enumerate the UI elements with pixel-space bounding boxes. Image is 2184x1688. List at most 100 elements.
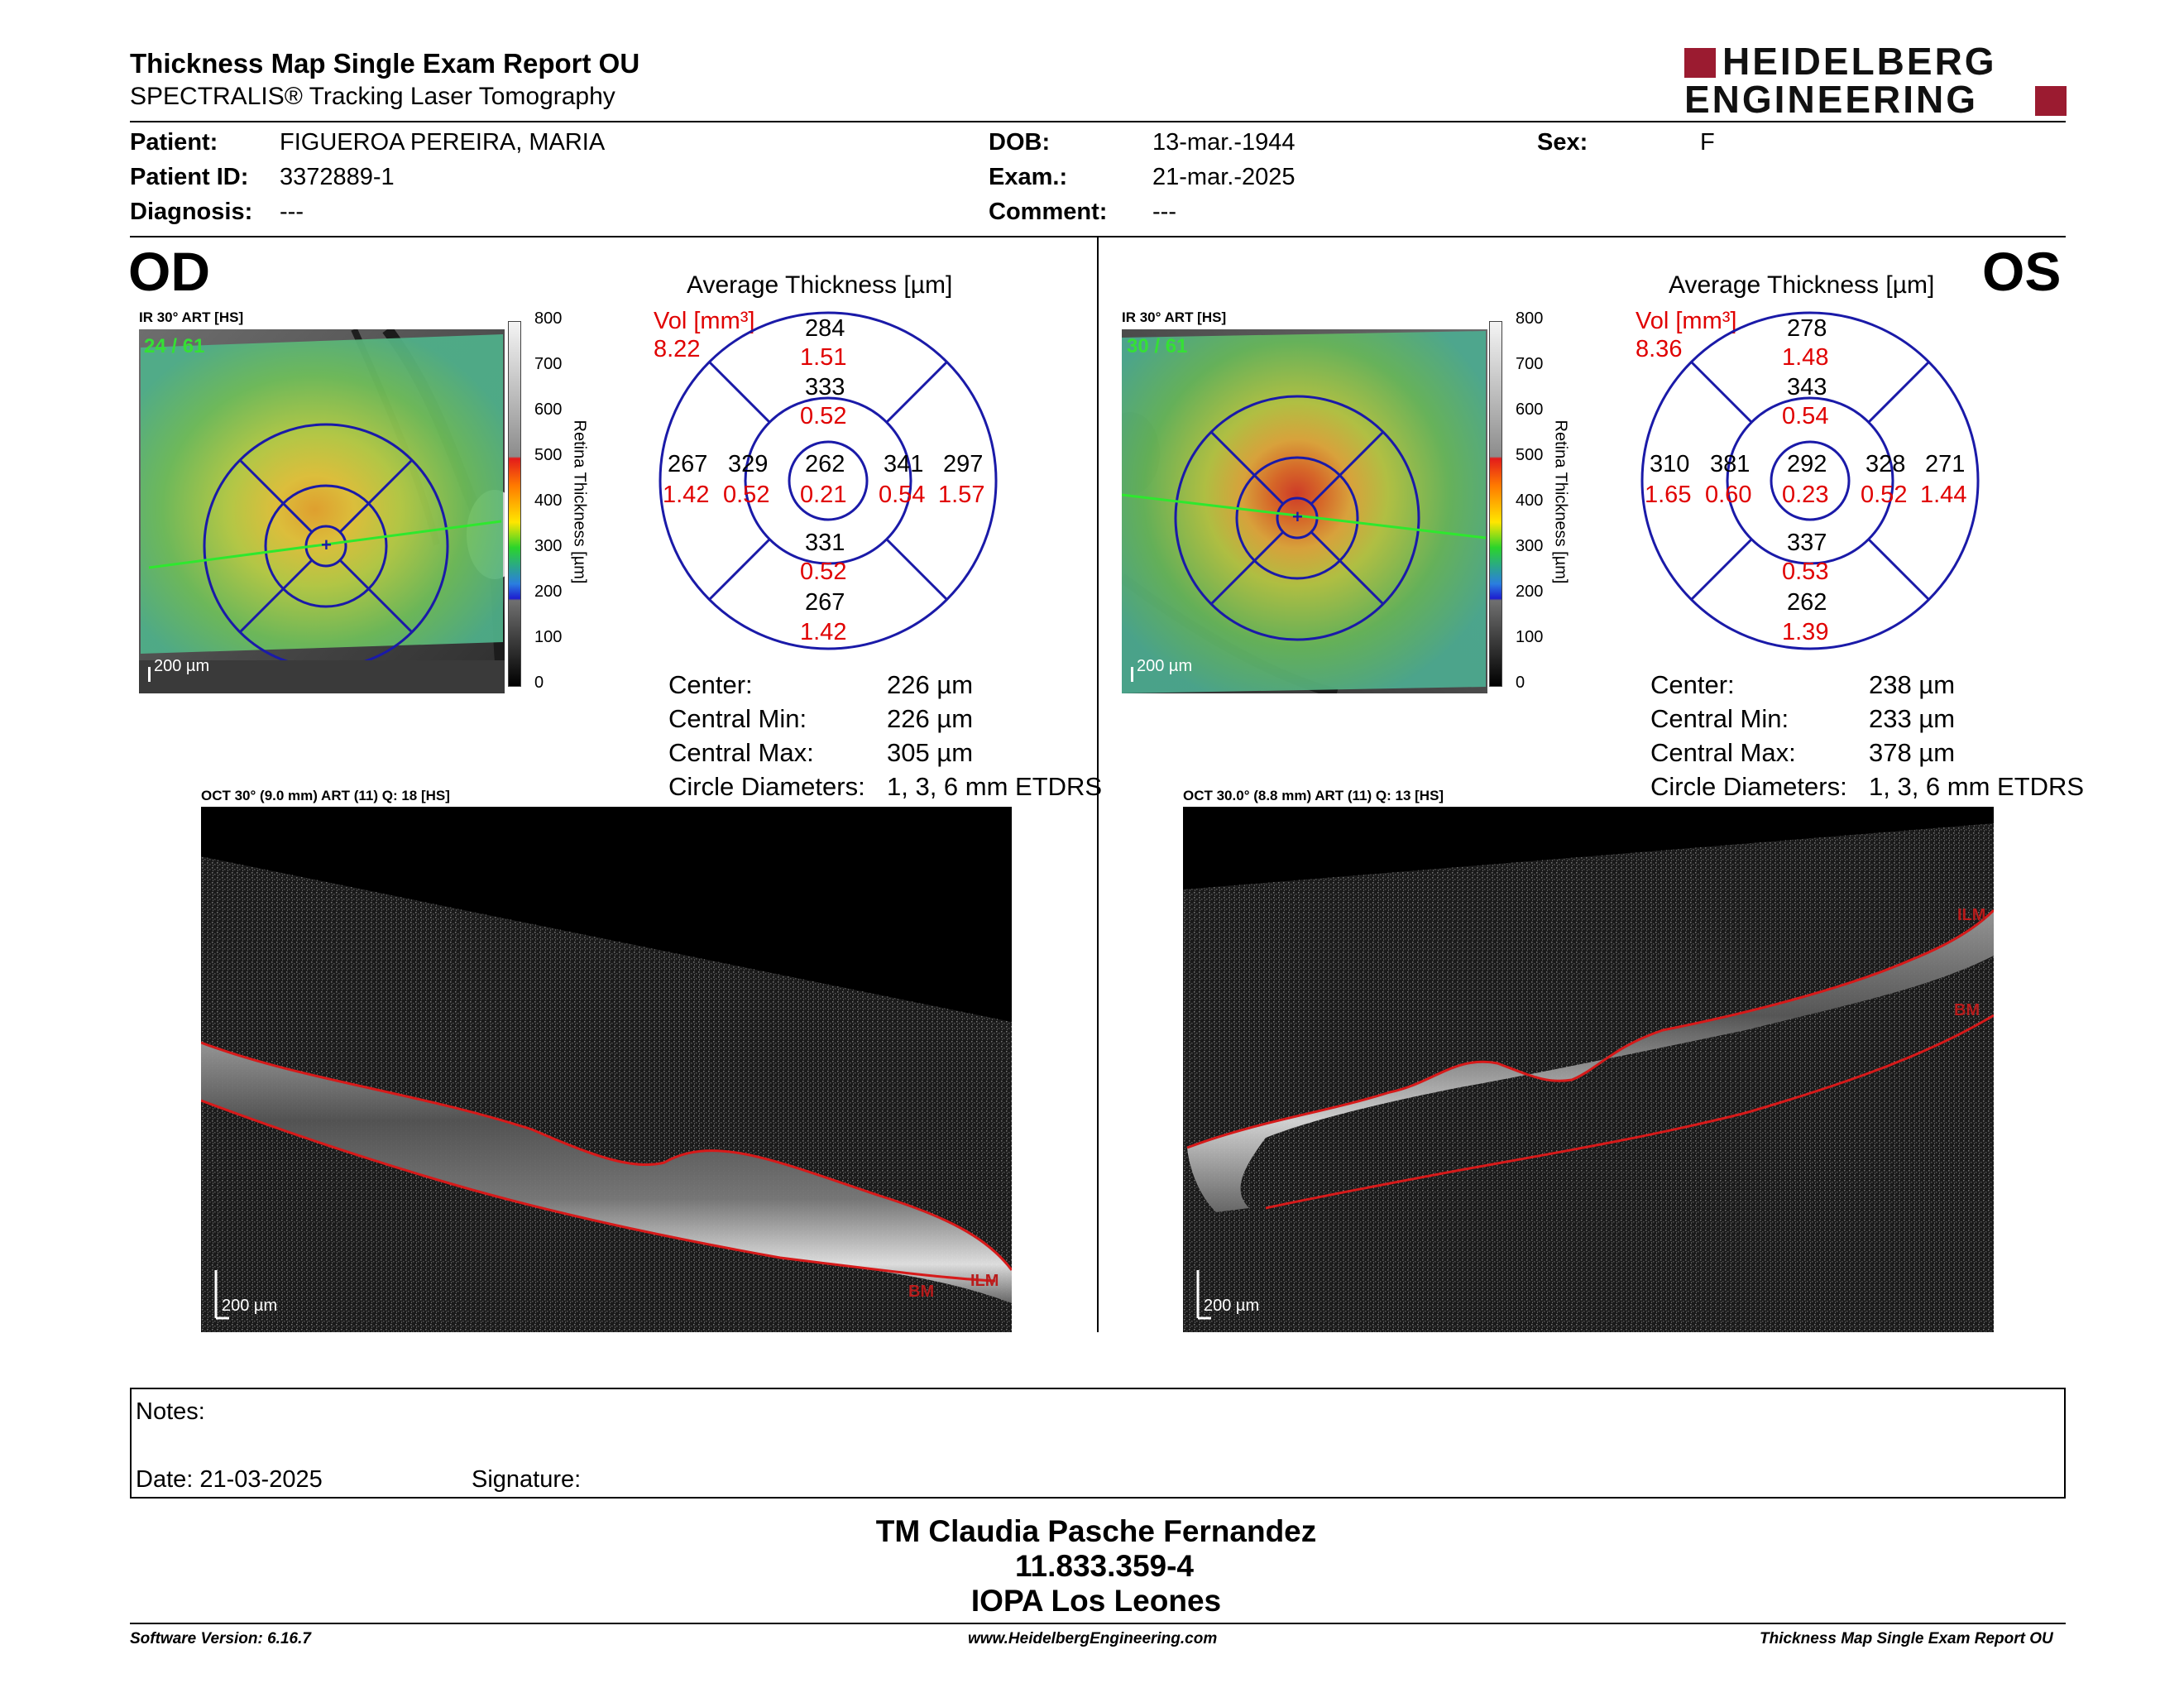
od-cb-tick-0: 0: [534, 674, 544, 692]
os-stat-center-value: 238 µm: [1869, 670, 1956, 699]
od-inner-sup-volume: 0.52: [800, 403, 847, 429]
os-outer-left-thickness: 310: [1650, 451, 1690, 477]
os-inner-right-volume: 0.52: [1861, 482, 1908, 508]
eye-label-od: OD: [128, 241, 210, 302]
os-cb-tick-700: 700: [1516, 355, 1544, 373]
svg-text:+: +: [1292, 506, 1303, 527]
report-subtitle: SPECTRALIS® Tracking Laser Tomography: [130, 83, 615, 110]
od-inner-left-thickness: 329: [728, 451, 769, 477]
od-stat-min-label: Central Min:: [668, 704, 807, 733]
os-inner-left-thickness: 381: [1710, 451, 1751, 477]
svg-text:ILM: ILM: [970, 1272, 999, 1290]
od-outer-right-volume: 1.57: [938, 482, 985, 508]
os-oct-scale: 200 µm: [1204, 1297, 1260, 1315]
diagnosis-value: ---: [280, 199, 304, 225]
od-inner-inf-thickness: 331: [805, 530, 845, 556]
os-inner-right-thickness: 328: [1866, 451, 1906, 477]
svg-text:BM: BM: [1954, 1001, 1980, 1019]
signoff-org: IOPA Los Leones: [970, 1584, 1222, 1618]
brand-line-1: HEIDELBERG: [1722, 40, 1997, 83]
os-vol-value: 8.36: [1636, 336, 1683, 362]
os-oct-label: OCT 30.0° (8.8 mm) ART (11) Q: 13 [HS]: [1183, 788, 1444, 803]
dob-label: DOB:: [989, 129, 1051, 156]
od-vol-value: 8.22: [654, 336, 701, 362]
os-cb-tick-400: 400: [1516, 492, 1544, 510]
od-cb-tick-200: 200: [534, 583, 563, 601]
od-outer-sup-volume: 1.51: [800, 344, 847, 371]
os-inner-sup-thickness: 343: [1787, 374, 1827, 400]
od-vol-label: Vol [mm³]: [654, 308, 755, 334]
os-outer-inf-volume: 1.39: [1782, 619, 1829, 645]
od-stat-center-label: Center:: [668, 670, 753, 699]
patient-id-label: Patient ID:: [130, 164, 249, 190]
eye-label-os: OS: [1982, 241, 2062, 302]
os-avg-title: Average Thickness [µm]: [1669, 271, 1935, 299]
footer-website-link[interactable]: www.HeidelbergEngineering.com: [968, 1630, 1218, 1647]
os-thickness-map: +: [1122, 329, 1487, 693]
os-cb-tick-100: 100: [1516, 628, 1544, 646]
os-center-volume: 0.23: [1782, 482, 1829, 508]
od-stat-max-label: Central Max:: [668, 738, 814, 767]
footer-software-version: Software Version: 6.16.7: [130, 1630, 311, 1647]
od-outer-left-thickness: 267: [668, 451, 708, 477]
od-stat-diam-label: Circle Diameters:: [668, 772, 865, 801]
sex-value: F: [1700, 129, 1715, 156]
os-stat-min-label: Central Min:: [1650, 704, 1789, 733]
os-cb-tick-0: 0: [1516, 674, 1525, 692]
os-etdrs-grid: [1640, 311, 1980, 650]
od-thickness-map: +: [139, 329, 505, 693]
os-cb-tick-600: 600: [1516, 400, 1544, 419]
od-stat-diam-value: 1, 3, 6 mm ETDRS: [887, 772, 1103, 801]
os-cb-tick-200: 200: [1516, 583, 1544, 601]
os-stat-min-value: 233 µm: [1869, 704, 1956, 733]
patient-name: FIGUEROA PEREIRA, MARIA: [280, 129, 606, 156]
svg-text:+: +: [321, 535, 332, 555]
os-vol-label: Vol [mm³]: [1636, 308, 1737, 334]
patient-id: 3372889-1: [280, 164, 395, 190]
notes-box[interactable]: [130, 1388, 2066, 1499]
od-cb-tick-600: 600: [534, 400, 563, 419]
signoff-name: TM Claudia Pasche Fernandez: [875, 1514, 1317, 1548]
od-inner-right-volume: 0.54: [879, 482, 926, 508]
os-center-thickness: 292: [1787, 451, 1827, 477]
os-colorbar-title: Retina Thickness [µm]: [1551, 420, 1570, 584]
comment-value: ---: [1152, 199, 1176, 225]
os-outer-inf-thickness: 262: [1787, 589, 1827, 616]
exam-value: 21-mar.-2025: [1152, 164, 1296, 190]
os-outer-right-thickness: 271: [1925, 451, 1966, 477]
od-stat-min-value: 226 µm: [887, 704, 974, 733]
os-oct-bscan: ILM BM: [1183, 807, 1994, 1332]
os-stat-max-label: Central Max:: [1650, 738, 1796, 767]
od-avg-title: Average Thickness [µm]: [687, 271, 953, 299]
svg-text:ILM: ILM: [1957, 906, 1985, 924]
sex-label: Sex:: [1537, 129, 1588, 156]
os-inner-sup-volume: 0.54: [1782, 403, 1829, 429]
od-outer-left-volume: 1.42: [663, 482, 710, 508]
od-inner-left-volume: 0.52: [723, 482, 770, 508]
signature-label: Signature:: [472, 1466, 582, 1493]
od-cb-tick-400: 400: [534, 492, 563, 510]
od-outer-right-thickness: 297: [943, 451, 984, 477]
od-inner-right-thickness: 341: [884, 451, 924, 477]
os-stat-center-label: Center:: [1650, 670, 1735, 699]
os-cb-tick-300: 300: [1516, 537, 1544, 555]
od-stat-max-value: 305 µm: [887, 738, 974, 767]
notes-label: Notes:: [136, 1398, 205, 1425]
dob-value: 13-mar.-1944: [1152, 129, 1296, 156]
os-colorbar: [1489, 321, 1502, 687]
os-cb-tick-500: 500: [1516, 446, 1544, 464]
os-frame-count: 30 / 61: [1127, 335, 1188, 357]
od-center-thickness: 262: [805, 451, 845, 477]
od-outer-inf-volume: 1.42: [800, 619, 847, 645]
os-stat-diam-label: Circle Diameters:: [1650, 772, 1847, 801]
od-cb-tick-500: 500: [534, 446, 563, 464]
os-stat-max-value: 378 µm: [1869, 738, 1956, 767]
os-inner-left-volume: 0.60: [1705, 482, 1752, 508]
od-colorbar: [508, 321, 521, 687]
od-stat-center-value: 226 µm: [887, 670, 974, 699]
od-outer-sup-thickness: 284: [805, 315, 845, 342]
heidelberg-logo: HEIDELBERG ENGINEERING: [1684, 40, 2067, 121]
svg-text:BM: BM: [908, 1283, 934, 1301]
od-colorbar-title: Retina Thickness [µm]: [570, 420, 589, 584]
brand-line-2: ENGINEERING: [1684, 78, 1979, 121]
